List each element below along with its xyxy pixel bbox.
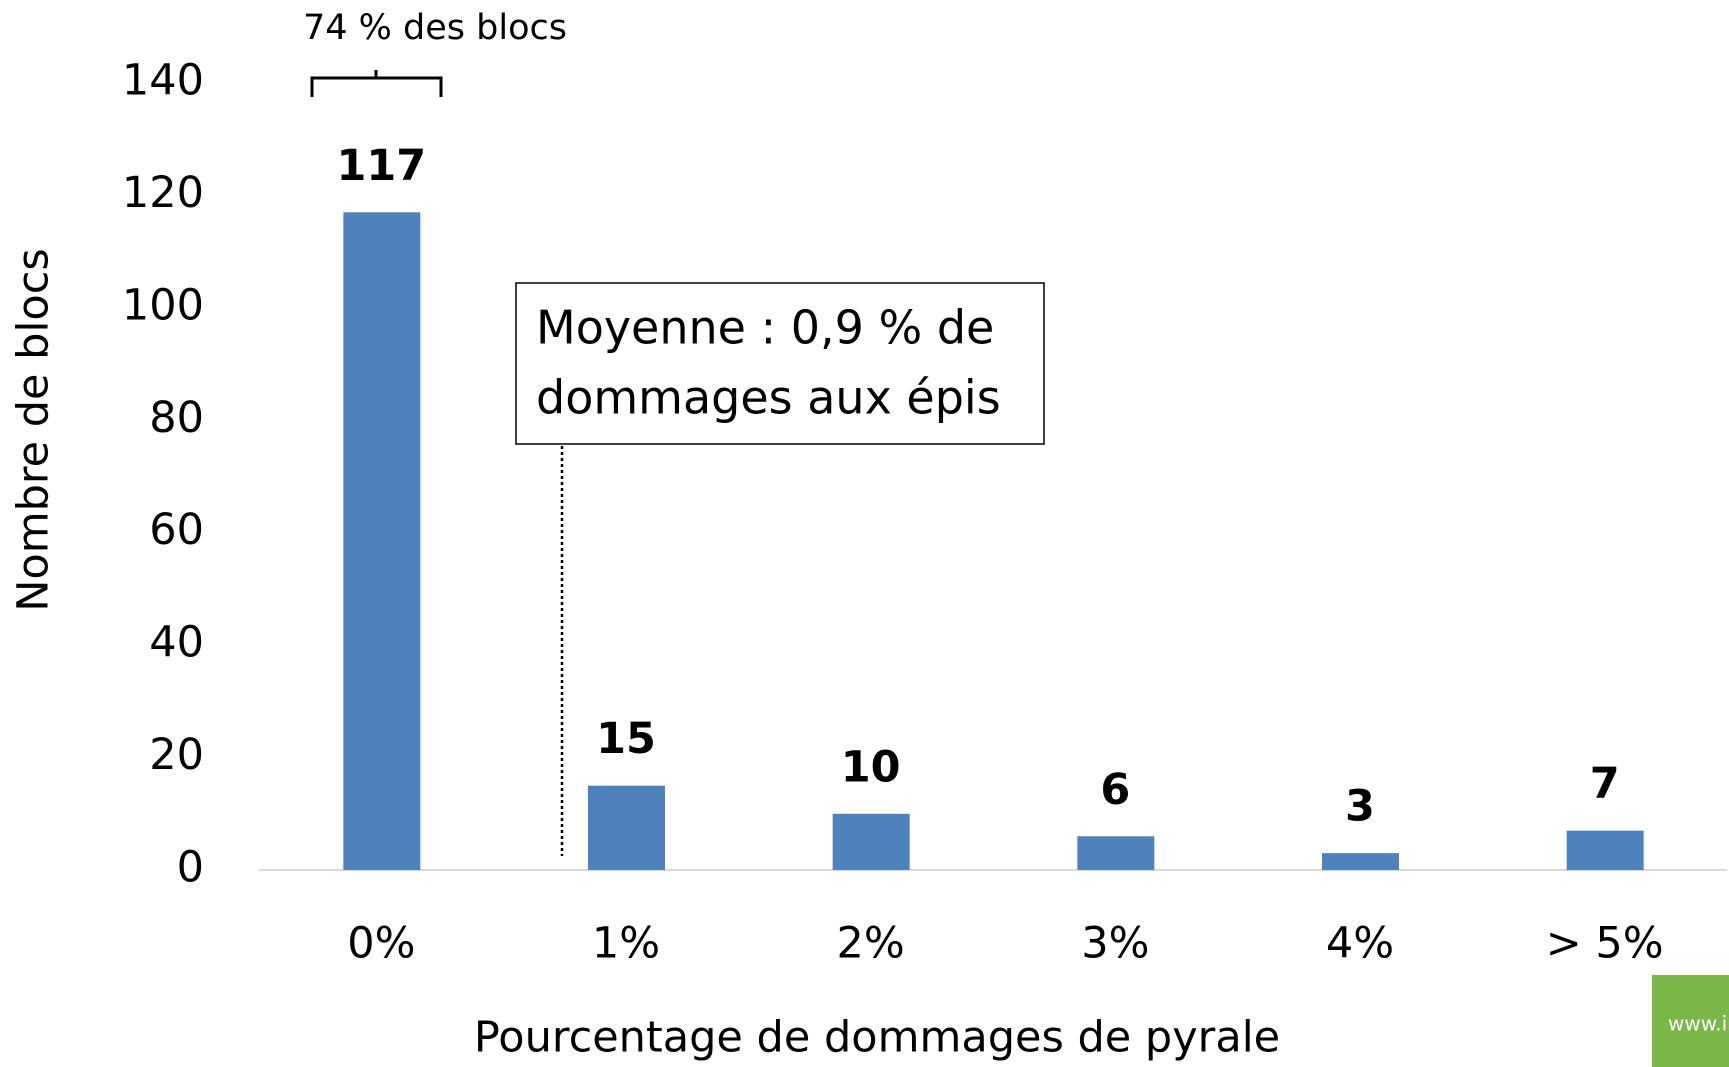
annotation: dommages aux épis — [536, 371, 1001, 425]
y-tick-label: 0 — [177, 843, 204, 893]
y-axis-title: Nombre de blocs — [9, 248, 59, 612]
logo-text: www.irda.qc.ca — [1668, 1012, 1729, 1036]
data-label: 15 — [596, 714, 656, 764]
y-tick-label: 120 — [122, 168, 204, 218]
x-tick-label: 2% — [837, 919, 905, 969]
data-label: 117 — [336, 141, 426, 191]
bar — [1077, 836, 1155, 870]
y-tick-label: 100 — [122, 280, 204, 330]
annotation: 74 % des blocs — [303, 8, 567, 48]
bar — [1566, 830, 1644, 870]
data-label: 10 — [841, 742, 901, 792]
bar — [588, 785, 665, 870]
bar — [832, 813, 910, 870]
y-tick-label: 40 — [149, 618, 204, 668]
y-tick-label: 140 — [122, 56, 204, 106]
data-label: 6 — [1100, 765, 1130, 815]
x-tick-label: 1% — [592, 919, 660, 969]
x-tick-label: 4% — [1326, 919, 1394, 969]
x-axis-title: Pourcentage de dommages de pyrale — [474, 1013, 1280, 1063]
data-label: 7 — [1590, 759, 1620, 809]
y-tick-label: 20 — [149, 730, 204, 780]
bracket — [310, 70, 443, 97]
y-tick-label: 80 — [149, 393, 204, 443]
x-tick-label: 0% — [347, 919, 415, 969]
bar — [343, 212, 421, 871]
logo — [1652, 975, 1729, 1067]
y-tick-label: 60 — [149, 505, 204, 555]
x-tick-label: > 5% — [1546, 919, 1664, 969]
annotation: Moyenne : 0,9 % de — [536, 301, 994, 355]
annotation-box — [515, 282, 1045, 445]
data-label: 3 — [1345, 782, 1375, 832]
bar — [1322, 853, 1399, 870]
x-tick-label: 3% — [1081, 919, 1149, 969]
